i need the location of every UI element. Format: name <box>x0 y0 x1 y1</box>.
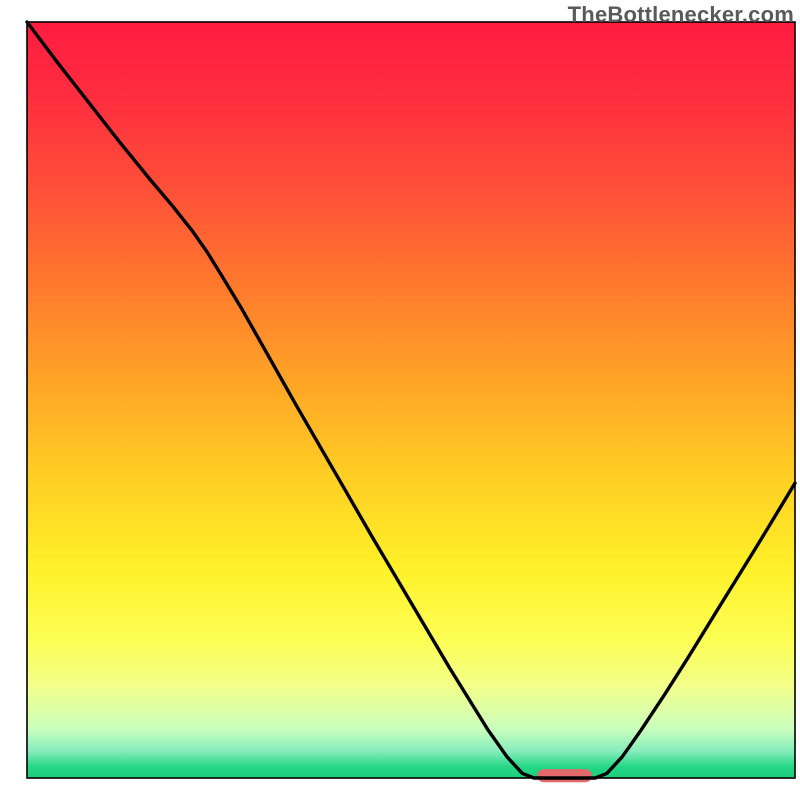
watermark-text: TheBottlenecker.com <box>568 2 794 28</box>
optimal-marker <box>538 770 592 782</box>
bottleneck-chart: TheBottlenecker.com <box>0 0 800 800</box>
gradient-background <box>27 22 795 778</box>
chart-svg <box>0 0 800 800</box>
